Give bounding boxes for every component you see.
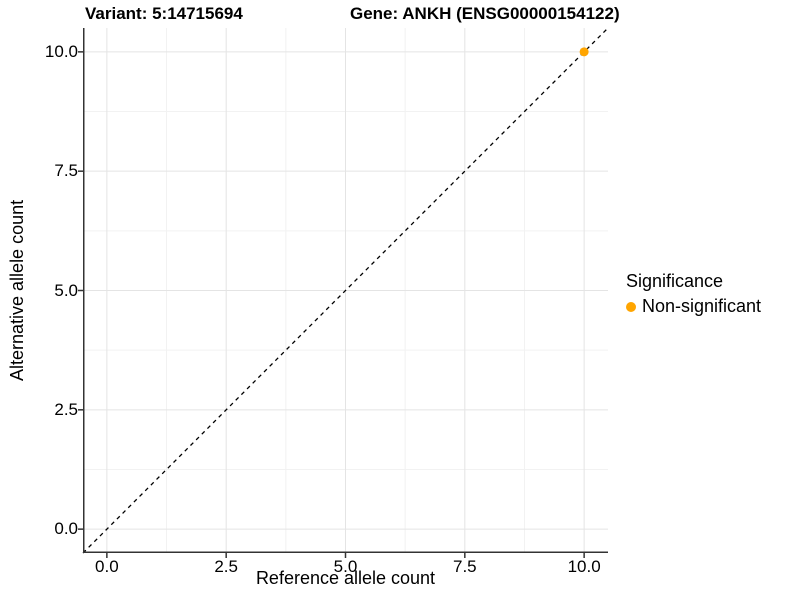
axis-tick-marks [78,51,585,558]
y-tick-label: 7.5 [54,161,78,181]
scatter-point [579,47,589,57]
legend-item: Non-significant [626,296,761,317]
major-gridlines [83,28,608,553]
plot-title-variant: Variant: 5:14715694 [85,4,243,23]
identity-line [82,27,609,554]
legend-item-label: Non-significant [642,296,762,316]
x-tick-label: 10.0 [567,557,601,576]
x-tick-label: 2.5 [214,557,238,576]
y-axis-title: Alternative allele count [7,199,27,382]
y-tick-label: 2.5 [54,399,78,419]
x-tick-label: 7.5 [452,557,477,576]
plot-title-gene: Gene: ANKH (ENSG00000154122) [350,4,620,23]
axis-lines [83,28,608,553]
legend-key-dot-icon [626,301,636,312]
identity-dashed-line [82,27,609,554]
y-tick-label: 5.0 [54,280,78,300]
legend-title: Significance [626,271,724,291]
x-tick-label: 0.0 [95,557,119,576]
y-tick-label: 0.0 [54,519,78,539]
y-tick-label: 10.0 [44,41,78,61]
legend: Significance Non-significant [626,271,761,317]
x-tick-label: 5.0 [333,557,358,576]
data-points [579,47,589,57]
legend-items: Non-significant [626,296,761,317]
plot-panel [78,27,609,558]
x-axis-title: Reference allele count [255,568,436,588]
